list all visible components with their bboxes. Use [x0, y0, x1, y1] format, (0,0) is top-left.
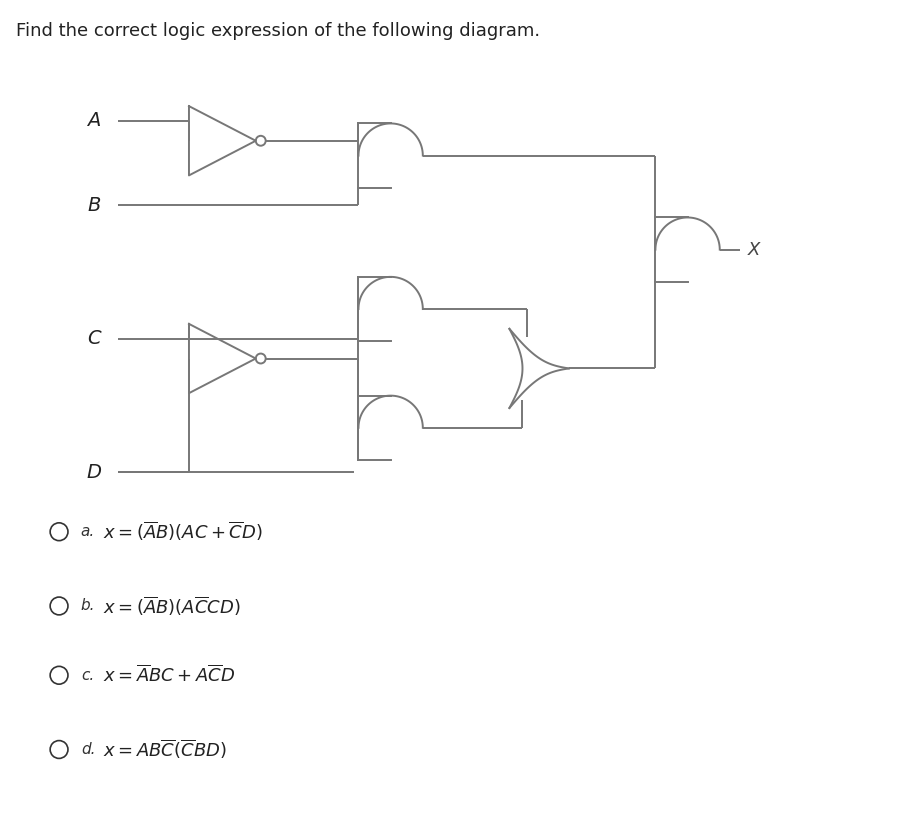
- Text: b.: b.: [81, 599, 95, 614]
- Text: A: A: [87, 111, 101, 130]
- Text: C: C: [87, 329, 101, 348]
- Text: a.: a.: [81, 524, 95, 539]
- Text: Find the correct logic expression of the following diagram.: Find the correct logic expression of the…: [16, 22, 541, 40]
- Text: d.: d.: [81, 742, 95, 757]
- Text: X: X: [747, 240, 760, 258]
- Text: $x = AB\overline{C}(\overline{C}BD)$: $x = AB\overline{C}(\overline{C}BD)$: [102, 738, 226, 762]
- Text: $x = (\overline{A}B)(AC + \overline{C}D)$: $x = (\overline{A}B)(AC + \overline{C}D)…: [102, 520, 263, 543]
- Text: D: D: [86, 463, 101, 482]
- Text: $x = (\overline{A}B)(A\overline{C}CD)$: $x = (\overline{A}B)(A\overline{C}CD)$: [102, 594, 240, 618]
- Text: B: B: [87, 196, 101, 214]
- Text: c.: c.: [81, 667, 94, 683]
- Text: $x = \overline{A}BC + A\overline{C}D$: $x = \overline{A}BC + A\overline{C}D$: [102, 664, 235, 686]
